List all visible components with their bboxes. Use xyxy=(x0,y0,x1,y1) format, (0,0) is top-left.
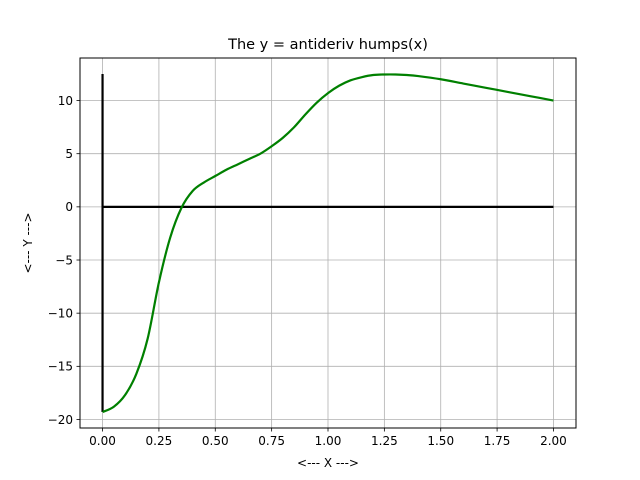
x-tick-label: 0.75 xyxy=(258,434,285,448)
tick-marks: 0.00 0.25 0.50 0.75 1.00 1.25 1.50 1.75 2.00 −20 −… xyxy=(48,94,567,448)
x-tick-label: 1.00 xyxy=(315,434,342,448)
y-tick-label: 5 xyxy=(65,147,73,161)
y-tick-label: 0 xyxy=(65,200,73,214)
y-tick-label: −20 xyxy=(48,413,73,427)
y-tick-label: 10 xyxy=(58,94,73,108)
x-tick-label: 2.00 xyxy=(540,434,567,448)
x-axis-label: <--- X ---> xyxy=(297,456,359,470)
x-tick-label: 1.50 xyxy=(427,434,454,448)
x-tick-label: 0.50 xyxy=(202,434,229,448)
y-axis-label: <--- Y ---> xyxy=(21,212,35,273)
chart-title: The y = antideriv humps(x) xyxy=(227,37,428,53)
curve-line xyxy=(102,73,554,414)
x-tick-label: 1.75 xyxy=(484,434,511,448)
x-tick-label: 0.25 xyxy=(146,434,173,448)
y-tick-label: −15 xyxy=(48,360,73,374)
x-tick-label: 1.25 xyxy=(371,434,398,448)
series-layer xyxy=(101,73,554,414)
y-tick-label: −5 xyxy=(55,253,73,267)
x-tick-label: 0.00 xyxy=(89,434,116,448)
y-tick-label: −10 xyxy=(48,306,73,320)
